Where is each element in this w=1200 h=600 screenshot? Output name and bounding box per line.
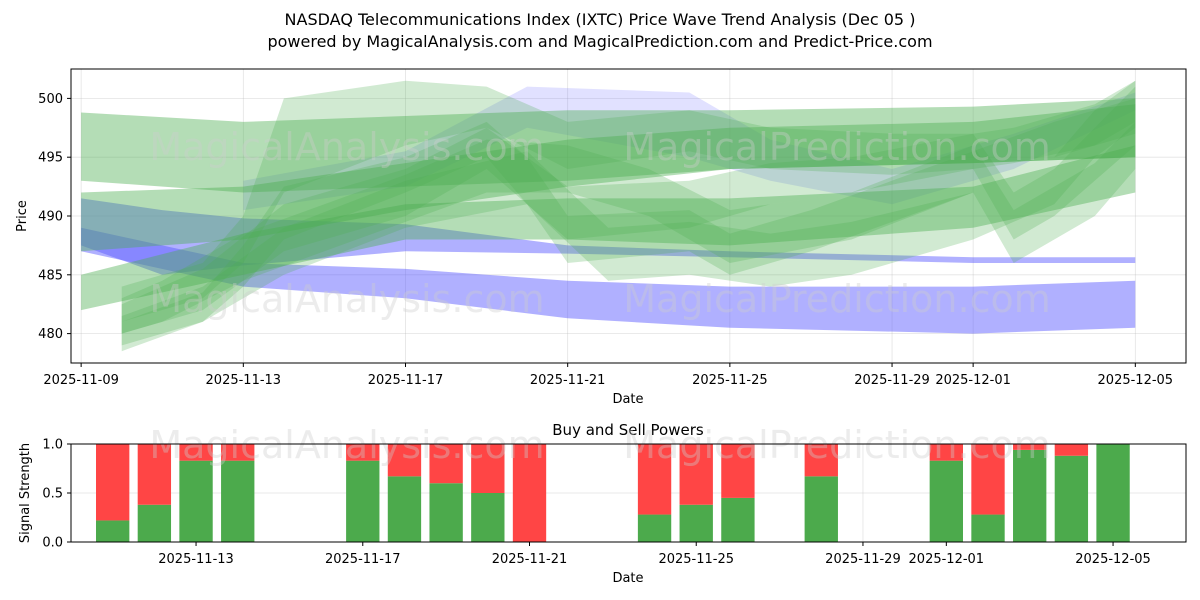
sell-bar [721, 444, 755, 498]
buy-bar [429, 483, 463, 542]
price-xtick-label: 2025-11-09 [43, 373, 119, 388]
price-band-blue-band-lower [81, 227, 1136, 334]
buy-bar [471, 493, 505, 542]
sell-bar [137, 444, 172, 505]
price-band-green-band-wide-2 [81, 104, 1136, 252]
buy-bar [637, 514, 672, 542]
buy-bar [721, 497, 755, 542]
power-ticks: 0.0 0.5 1.0 2025-11-13 2025-11-17 2025-11-21 2… [42, 438, 1151, 568]
price-band-green-wave-4 [121, 80, 1136, 352]
price-xlabel: Date [612, 392, 643, 407]
price-band-green-wave-5 [121, 121, 1136, 334]
power-ytick-label: 0.5 [42, 487, 63, 502]
sell-bar [471, 444, 505, 493]
power-chart: Buy and Sell Powers MagicalAnalysis.com … [18, 421, 1187, 586]
power-title: Buy and Sell Powers [552, 421, 704, 439]
power-xtick-label: 2025-11-25 [658, 552, 734, 567]
buy-bar [929, 460, 963, 542]
sell-bar [512, 444, 547, 542]
buy-bar [137, 504, 172, 542]
power-xtick-label: 2025-11-21 [492, 552, 568, 567]
buy-bar [971, 514, 1005, 542]
sell-bar [1013, 444, 1047, 450]
power-xtick-label: 2025-11-17 [325, 552, 401, 567]
power-ylabel: Signal Strength [18, 443, 33, 543]
power-xlabel: Date [612, 571, 643, 586]
watermark-prediction-bottom: MagicalPrediction.com [623, 277, 1051, 321]
sell-bar [429, 444, 463, 484]
watermark-prediction-power: MagicalPrediction.com [623, 423, 1051, 467]
watermark-analysis-bottom: MagicalAnalysis.com [149, 277, 544, 321]
price-xtick-label: 2025-11-21 [530, 373, 606, 388]
watermark-analysis-power: MagicalAnalysis.com [149, 423, 544, 467]
price-band-blue-band-upper-transparent [243, 86, 1136, 211]
sell-bar [1054, 444, 1089, 456]
price-band-green-wave-3 [121, 80, 1136, 322]
buy-bar [96, 520, 130, 542]
sell-bar [804, 444, 838, 477]
price-band-green-wave-1 [121, 98, 1136, 346]
sell-bar [971, 444, 1005, 515]
price-xtick-label: 2025-11-25 [692, 373, 768, 388]
price-plot-area [71, 69, 1186, 363]
price-ytick-label: 480 [38, 327, 63, 342]
price-watermarks: MagicalAnalysis.com MagicalPrediction.co… [149, 125, 1050, 321]
sell-bar [179, 444, 213, 461]
price-band-blue-band-upper [81, 198, 1136, 275]
buy-bar [679, 504, 713, 542]
buy-bar [221, 460, 255, 542]
price-ytick-label: 500 [38, 92, 63, 107]
price-ticks: 480 485 490 495 500 2025-11-09 2025-11-13 2025-… [38, 92, 1173, 388]
price-ytick-label: 485 [38, 268, 63, 283]
buy-bar [179, 460, 213, 542]
price-band-green-band-wide-3 [81, 145, 1136, 311]
power-ytick-label: 0.0 [42, 536, 63, 551]
sell-bar [346, 444, 380, 461]
price-ylabel: Price [15, 200, 30, 232]
sell-bar [387, 444, 422, 477]
price-xtick-label: 2025-11-13 [206, 373, 282, 388]
price-xtick-label: 2025-12-05 [1098, 373, 1174, 388]
price-xtick-label: 2025-11-17 [368, 373, 444, 388]
chart-title: NASDAQ Telecommunications Index (IXTC) P… [285, 10, 916, 29]
power-watermarks: MagicalAnalysis.com MagicalPrediction.co… [149, 423, 1050, 467]
sell-bar [221, 444, 255, 461]
price-ytick-label: 490 [38, 210, 63, 225]
power-xtick-label: 2025-12-05 [1075, 552, 1151, 567]
price-xtick-label: 2025-12-01 [935, 373, 1011, 388]
price-band-green-wave-2 [121, 80, 1136, 334]
buy-bar [804, 476, 838, 542]
power-xtick-label: 2025-11-13 [158, 552, 234, 567]
price-chart: MagicalAnalysis.com MagicalPrediction.co… [15, 68, 1187, 407]
price-band-green-band-wide-1 [81, 98, 1136, 193]
power-xtick-label: 2025-12-01 [909, 552, 985, 567]
buy-bar [1096, 444, 1130, 542]
sell-bar [637, 444, 672, 515]
power-bars [96, 444, 1130, 542]
buy-bar [387, 476, 422, 542]
buy-bar [1013, 449, 1047, 542]
sell-bar [679, 444, 713, 505]
price-ytick-label: 495 [38, 151, 63, 166]
chart-subtitle: powered by MagicalAnalysis.com and Magic… [267, 32, 932, 51]
power-xtick-label: 2025-11-29 [825, 552, 901, 567]
sell-bar [96, 444, 130, 521]
price-xtick-label: 2025-11-29 [854, 373, 930, 388]
price-bands [81, 80, 1136, 352]
price-grid [71, 69, 1186, 363]
buy-bar [1054, 455, 1089, 542]
watermark-prediction-top: MagicalPrediction.com [623, 125, 1051, 169]
buy-bar [346, 460, 380, 542]
watermark-analysis-top: MagicalAnalysis.com [149, 125, 544, 169]
sell-bar [929, 444, 963, 461]
power-ytick-label: 1.0 [42, 438, 63, 453]
